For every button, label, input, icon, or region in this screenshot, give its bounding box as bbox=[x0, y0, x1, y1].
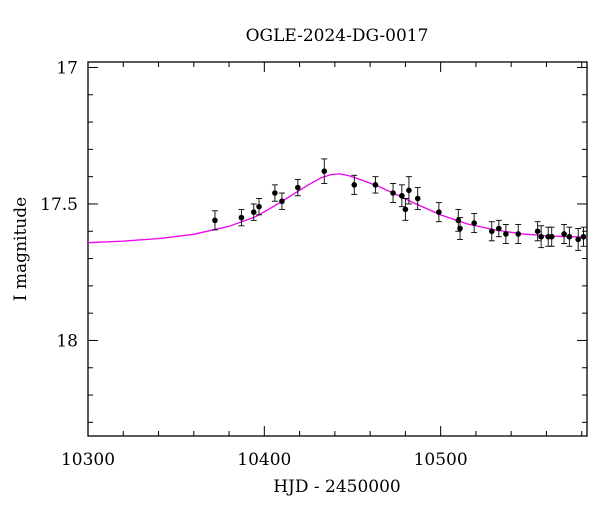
data-point bbox=[402, 206, 409, 213]
data-point bbox=[256, 203, 262, 210]
model-curve bbox=[87, 173, 588, 244]
plot-area: 10300 10400 10500 17 17.5 18 bbox=[40, 58, 588, 470]
data-point bbox=[488, 228, 495, 235]
data-point bbox=[471, 220, 477, 226]
x-axis-label: HJD - 2450000 bbox=[273, 477, 401, 497]
plot-frame bbox=[87, 61, 588, 437]
chart-title: OGLE-2024-DG-0017 bbox=[246, 26, 429, 46]
data-point bbox=[321, 168, 328, 174]
data-point bbox=[279, 198, 285, 205]
data-point bbox=[399, 192, 405, 199]
y-tick-label: 17.5 bbox=[40, 195, 78, 215]
data-point bbox=[538, 233, 544, 240]
data-point bbox=[436, 209, 442, 215]
data-point bbox=[503, 231, 509, 237]
x-tick-label: 10500 bbox=[414, 450, 468, 470]
data-point bbox=[212, 217, 218, 224]
data-point bbox=[406, 187, 412, 194]
data-point bbox=[566, 233, 573, 240]
y-tick-label: 18 bbox=[56, 331, 78, 351]
x-tick-label: 10400 bbox=[237, 450, 291, 470]
data-point bbox=[515, 231, 522, 237]
y-tick-label: 17 bbox=[56, 58, 78, 78]
data-point bbox=[414, 195, 421, 202]
data-point bbox=[390, 190, 396, 196]
x-tick-label: 10300 bbox=[61, 450, 115, 470]
data-point bbox=[295, 184, 301, 191]
data-point bbox=[351, 182, 358, 188]
data-point bbox=[250, 209, 257, 215]
data-point bbox=[575, 236, 581, 243]
data-point bbox=[272, 190, 278, 196]
data-point bbox=[238, 214, 245, 221]
data-point bbox=[372, 182, 379, 188]
y-axis-label: I magnitude bbox=[11, 197, 31, 301]
data-point bbox=[580, 233, 587, 240]
data-point bbox=[534, 228, 541, 235]
data-point bbox=[496, 225, 502, 232]
data-point bbox=[548, 233, 555, 240]
data-point bbox=[561, 231, 567, 237]
data-point bbox=[457, 225, 463, 232]
